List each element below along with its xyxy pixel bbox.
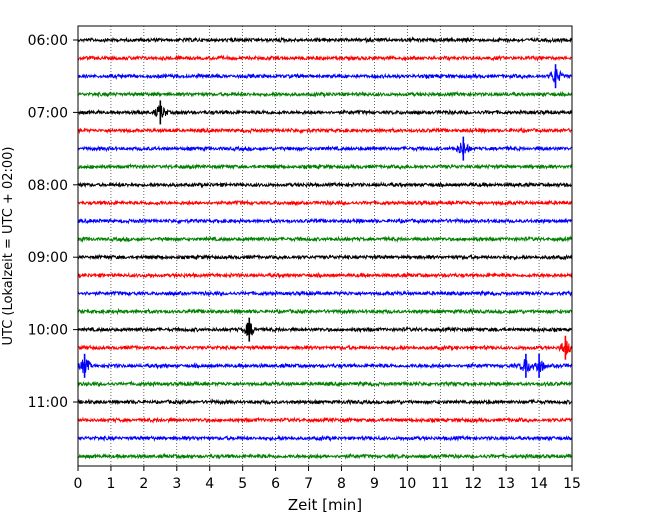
seismic-trace (77, 105, 573, 118)
seismic-trace (77, 199, 573, 207)
y-tick-label: 09:00 (28, 250, 68, 266)
x-tick-label: 12 (464, 476, 482, 492)
x-tick-label: 1 (106, 476, 115, 492)
seismic-trace (77, 434, 573, 442)
seismic-trace (77, 126, 573, 135)
x-tick-label: 9 (370, 476, 379, 492)
seismic-trace (77, 54, 573, 62)
y-axis-title: UTC (Lokalzeit = UTC + 02:00) (1, 147, 16, 346)
y-tick-label: 07:00 (28, 105, 68, 121)
x-tick-label: 15 (563, 476, 581, 492)
x-axis: 0 1 2 3 4 5 6 7 8 9 10 11 12 13 14 15 (74, 466, 581, 492)
x-tick-label: 7 (304, 476, 313, 492)
x-tick-label: 11 (431, 476, 449, 492)
seismic-trace (77, 416, 573, 425)
seismic-trace (77, 90, 573, 99)
x-tick-label: 2 (139, 476, 148, 492)
x-axis-title: Zeit [min] (288, 496, 362, 514)
seismic-trace (77, 271, 573, 280)
y-tick-label: 06:00 (28, 33, 68, 49)
seismic-trace (77, 307, 573, 316)
y-axis: 06:00 07:00 08:00 09:00 10:00 11:00 (28, 33, 78, 411)
seismic-trace (77, 142, 573, 156)
plot-frame (77, 25, 573, 467)
seismic-trace (77, 163, 573, 171)
seismic-trace (77, 339, 573, 355)
seismic-trace (77, 380, 573, 388)
y-tick-label: 11:00 (28, 395, 68, 411)
seismic-trace (77, 357, 573, 374)
x-tick-label: 4 (205, 476, 214, 492)
y-tick-label: 10:00 (28, 323, 68, 339)
seismic-trace (77, 253, 573, 261)
x-tick-label: 0 (74, 476, 83, 492)
seismic-trace (77, 217, 573, 225)
seismic-trace (77, 35, 573, 44)
x-tick-label: 6 (271, 476, 280, 492)
y-tick-label: 08:00 (28, 178, 68, 194)
x-tick-label: 5 (238, 476, 247, 492)
seismic-trace (77, 398, 573, 406)
trace-group (77, 35, 573, 460)
seismic-trace (77, 69, 573, 83)
seismic-trace (77, 181, 573, 189)
seismic-trace (77, 235, 573, 243)
vertical-grid (110, 26, 540, 466)
seismic-trace (77, 452, 573, 460)
x-tick-label: 10 (398, 476, 416, 492)
x-tick-label: 13 (497, 476, 515, 492)
x-tick-label: 3 (172, 476, 181, 492)
x-tick-label: 14 (530, 476, 548, 492)
seismic-trace (77, 322, 573, 337)
seismic-trace (77, 289, 573, 297)
x-tick-label: 8 (337, 476, 346, 492)
